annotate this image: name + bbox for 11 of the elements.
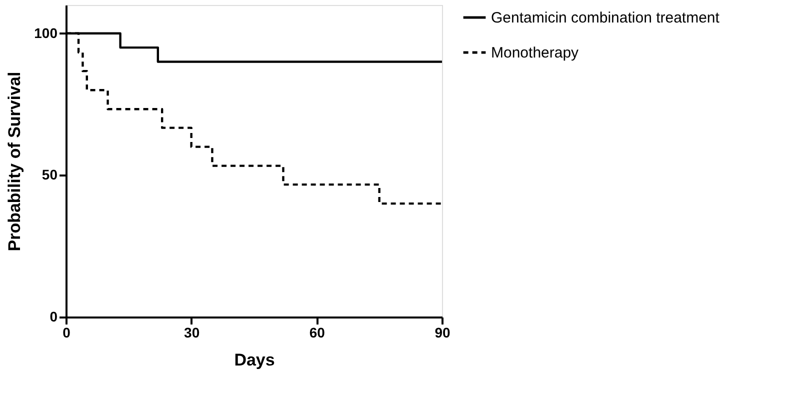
legend-label: Gentamicin combination treatment xyxy=(491,10,720,26)
legend-label: Monotherapy xyxy=(491,44,580,62)
y-axis-title: Probability of Survival xyxy=(5,72,24,252)
y-tick-label: 100 xyxy=(34,24,58,41)
y-tick-label: 50 xyxy=(42,166,58,183)
x-tick-label: 90 xyxy=(434,324,450,340)
y-tick-label: 0 xyxy=(50,308,58,324)
x-tick-label: 0 xyxy=(62,324,71,340)
x-tick-label: 30 xyxy=(184,324,200,340)
x-axis-title: Days xyxy=(234,350,275,370)
x-tick-label: 60 xyxy=(309,324,326,340)
